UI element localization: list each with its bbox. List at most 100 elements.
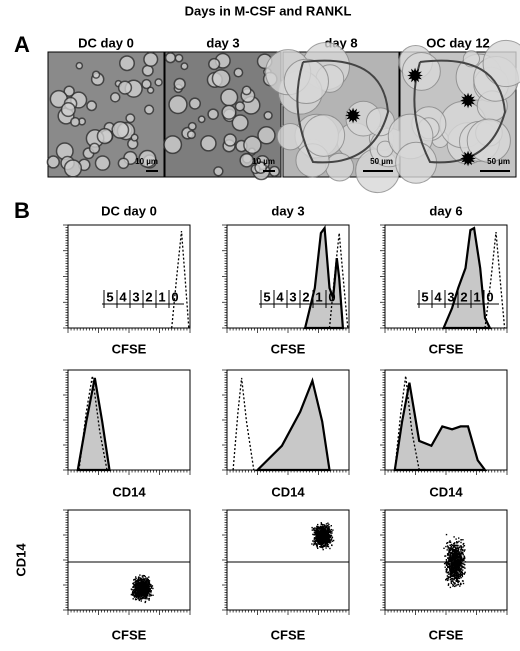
event-dot <box>458 571 461 573</box>
scale-bar-label: 10 µm <box>135 157 158 166</box>
event-dot <box>133 590 135 593</box>
nucleus-marker: ✹ <box>459 91 476 111</box>
event-dot <box>449 541 452 543</box>
x-axis-label: CFSE <box>429 341 464 356</box>
cell <box>187 121 197 131</box>
event-dot <box>323 525 326 527</box>
event-dot <box>454 583 456 585</box>
nucleus-marker: ✹ <box>406 66 423 86</box>
event-dot <box>144 575 146 578</box>
event-dot <box>455 579 457 582</box>
event-dot <box>148 580 151 582</box>
event-dot <box>458 575 460 577</box>
cell-outline <box>413 59 507 164</box>
event-dot <box>326 537 328 539</box>
event-dot <box>453 576 456 578</box>
division-label: 0 <box>171 289 178 304</box>
event-dot <box>323 531 325 533</box>
event-dot <box>319 538 321 541</box>
event-dot <box>143 579 145 581</box>
event-dot <box>140 578 142 581</box>
event-dot <box>143 575 145 577</box>
event-dot <box>134 578 136 581</box>
event-dot <box>454 542 456 544</box>
event-dot <box>319 530 321 532</box>
event-dot <box>447 573 450 575</box>
event-dot <box>324 532 327 535</box>
event-dot <box>448 547 450 549</box>
event-dot <box>320 537 322 539</box>
event-dot <box>148 583 150 585</box>
event-dot <box>455 538 457 540</box>
division-label: 4 <box>434 289 442 304</box>
event-dot <box>144 594 146 596</box>
event-dot <box>134 591 136 593</box>
event-dot <box>460 551 462 553</box>
event-dot <box>451 579 453 581</box>
event-dot <box>317 532 320 534</box>
event-dot <box>141 585 143 588</box>
event-dot <box>138 589 141 592</box>
cell <box>109 92 121 103</box>
event-dot <box>138 593 140 596</box>
event-dot <box>456 555 458 557</box>
event-dot <box>459 575 461 578</box>
event-dot <box>322 542 324 544</box>
event-dot <box>460 567 462 569</box>
event-dot <box>329 536 331 538</box>
event-dot <box>464 567 466 569</box>
event-dot <box>323 533 326 535</box>
event-dot <box>450 567 452 569</box>
event-dot <box>320 546 323 548</box>
event-dot <box>322 536 324 538</box>
event-dot <box>459 564 461 566</box>
event-dot <box>135 585 137 588</box>
event-dot <box>136 592 138 594</box>
event-dot <box>456 541 458 543</box>
cell <box>70 116 81 127</box>
event-dot <box>319 525 322 528</box>
event-dot <box>316 531 319 534</box>
event-dot <box>135 596 137 598</box>
event-dot <box>317 529 319 531</box>
event-dot <box>147 584 150 586</box>
event-dot <box>449 579 452 581</box>
cell <box>207 108 219 120</box>
event-dot <box>318 526 320 529</box>
event-dot <box>451 575 453 577</box>
figure-title: Days in M-CSF and RANKL <box>185 3 352 18</box>
event-dot <box>319 533 321 535</box>
event-dot <box>327 538 329 540</box>
histogram-control <box>328 233 349 329</box>
event-dot <box>451 577 454 580</box>
event-dot <box>460 565 462 567</box>
event-dot <box>448 551 451 554</box>
event-dot <box>315 543 318 546</box>
event-dot <box>456 580 459 583</box>
event-dot <box>331 540 334 542</box>
event-dot <box>452 580 454 582</box>
event-dot <box>453 565 455 567</box>
event-dot <box>320 522 322 524</box>
event-dot <box>456 553 459 555</box>
event-dot <box>455 564 457 566</box>
event-dot <box>325 547 327 549</box>
event-dot <box>317 536 319 538</box>
event-dot <box>152 587 154 590</box>
event-dot <box>142 582 144 585</box>
event-dot <box>325 540 327 542</box>
event-dot <box>140 582 143 585</box>
event-dot <box>134 588 137 590</box>
event-dot <box>454 570 456 573</box>
event-dot <box>457 552 460 554</box>
event-dot <box>322 540 324 542</box>
event-dot <box>458 567 461 569</box>
event-dot <box>320 529 322 531</box>
event-dot <box>149 588 151 590</box>
event-dot <box>315 527 317 529</box>
event-dot <box>330 535 333 537</box>
event-dot <box>325 525 328 527</box>
event-dot <box>459 560 461 562</box>
event-dot <box>143 583 145 585</box>
event-dot <box>457 583 459 586</box>
